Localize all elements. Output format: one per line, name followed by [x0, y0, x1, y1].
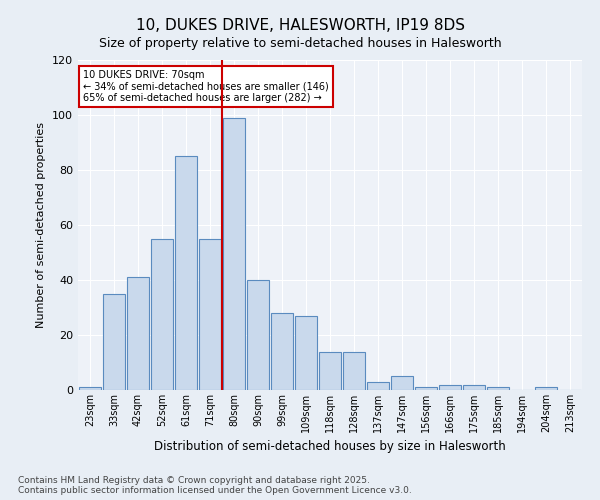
- Bar: [463, 384, 485, 390]
- Bar: [103, 294, 125, 390]
- X-axis label: Distribution of semi-detached houses by size in Halesworth: Distribution of semi-detached houses by …: [154, 440, 506, 454]
- Y-axis label: Number of semi-detached properties: Number of semi-detached properties: [37, 122, 46, 328]
- Text: Size of property relative to semi-detached houses in Halesworth: Size of property relative to semi-detach…: [98, 38, 502, 51]
- Bar: [199, 239, 221, 390]
- Bar: [319, 352, 341, 390]
- Bar: [247, 280, 269, 390]
- Bar: [223, 118, 245, 390]
- Text: 10 DUKES DRIVE: 70sqm
← 34% of semi-detached houses are smaller (146)
65% of sem: 10 DUKES DRIVE: 70sqm ← 34% of semi-deta…: [83, 70, 329, 103]
- Bar: [343, 352, 365, 390]
- Bar: [127, 277, 149, 390]
- Bar: [175, 156, 197, 390]
- Bar: [439, 384, 461, 390]
- Bar: [367, 382, 389, 390]
- Bar: [487, 387, 509, 390]
- Bar: [151, 239, 173, 390]
- Bar: [295, 316, 317, 390]
- Bar: [415, 387, 437, 390]
- Text: Contains HM Land Registry data © Crown copyright and database right 2025.
Contai: Contains HM Land Registry data © Crown c…: [18, 476, 412, 495]
- Bar: [79, 387, 101, 390]
- Bar: [535, 387, 557, 390]
- Bar: [271, 313, 293, 390]
- Text: 10, DUKES DRIVE, HALESWORTH, IP19 8DS: 10, DUKES DRIVE, HALESWORTH, IP19 8DS: [136, 18, 464, 32]
- Bar: [391, 376, 413, 390]
